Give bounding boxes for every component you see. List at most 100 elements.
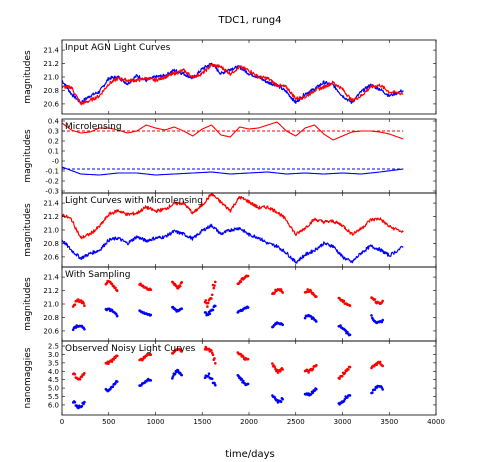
y-tick-label: -0 [52,158,59,166]
data-point-red [149,353,153,357]
data-point-blue [115,380,119,383]
data-point-red [211,353,215,357]
data-point-red [315,295,318,298]
x-tick-label: 500 [102,418,115,426]
figure-title: TDC1, rung4 [217,15,281,26]
series-line-0 [62,62,404,105]
data-point-blue [71,328,75,332]
y-tick-label: 20.6 [43,100,59,108]
data-point-blue [240,377,243,381]
data-point-blue [171,377,174,380]
data-point-red [83,304,86,308]
y-tick-label: -0.1 [45,168,59,176]
y-tick-label: 5.0 [48,385,59,393]
y-tick-label: 21.0 [43,227,59,235]
panel-title: Input AGN Light Curves [65,43,171,53]
data-point-blue [381,388,385,391]
data-point-red [381,299,385,303]
data-point-blue [246,382,250,386]
data-point-red [378,360,382,364]
data-point-red [307,371,310,374]
data-point-red [149,288,153,292]
series-line-0 [62,166,404,176]
data-point-blue [180,307,183,311]
data-point-red [271,362,274,365]
y-tick-label: 0.4 [48,118,60,126]
y-tick-label: 21.0 [43,74,59,82]
x-tick-label: 2000 [240,418,258,426]
plot-area [62,193,404,264]
y-tick-label: 21.2 [43,287,59,295]
data-point-red [204,345,208,349]
data-point-red [180,350,183,353]
data-point-blue [213,381,216,385]
data-point-red [214,280,217,284]
data-point-red [306,288,310,291]
y-tick-label: 0.1 [48,148,59,156]
data-point-red [213,284,216,287]
x-tick-label: 4000 [427,418,445,426]
y-tick-label: 20.6 [43,253,59,261]
data-point-red [311,367,315,371]
data-point-red [73,303,77,307]
data-point-blue [242,379,245,383]
panel-4: 20.6 20.8 21.0 21.2 21.4 With Sampling magnitu… [23,266,437,342]
panel-title: Microlensing [65,122,122,132]
data-point-red [114,286,117,290]
data-point-red [82,301,85,305]
series-line-2 [62,121,404,141]
data-point-blue [279,400,283,404]
data-point-blue [371,391,374,395]
data-point-red [281,291,285,294]
data-point-red [373,298,377,301]
data-point-red [348,365,352,369]
data-point-blue [373,388,377,391]
data-point-red [105,281,109,285]
data-point-blue [381,318,385,322]
data-point-blue [111,385,115,389]
y-tick-label: 20.6 [43,327,59,335]
y-tick-label: 6.0 [48,401,59,409]
data-point-red [206,301,210,305]
data-point-red [342,299,346,303]
data-point-blue [73,401,77,404]
y-tick-label: 21.4 [43,200,59,208]
y-tick-label: 21.4 [43,47,59,55]
plot-area [71,345,385,410]
data-point-red [112,358,115,361]
y-tick-label: 21.0 [43,301,59,309]
panel-2: -0.3 -0.2 -0.1 -0 0.1 0.2 0.3 0.4 Microlensing ma… [23,118,437,196]
panel-3: 20.6 20.8 21.0 21.2 21.4 Light Curves with Mi… [23,192,437,268]
data-point-blue [214,383,217,387]
data-point-red [115,289,119,293]
data-point-red [273,365,277,369]
y-tick-label: 3.5 [48,359,59,367]
data-point-red [180,281,183,284]
y-tick-label: 20.8 [43,314,59,322]
x-tick-label: 1500 [193,418,211,426]
panel-title: Observed Noisy Light Curves [65,344,196,354]
panel-title: Light Curves with Microlensing [65,196,203,206]
data-point-blue [206,374,210,378]
data-point-blue [370,314,373,317]
y-tick-label: 21.2 [43,213,59,221]
data-point-blue [173,372,177,376]
data-point-red [80,375,84,378]
data-point-blue [80,404,84,408]
y-axis-label: magnitudes [23,50,33,104]
data-point-red [214,362,217,365]
data-point-red [281,368,285,371]
y-tick-label: 21.2 [43,60,59,68]
y-tick-label: -0.3 [45,188,59,196]
x-axis-label: time/days [225,449,275,460]
data-point-red [279,288,283,291]
data-point-red [110,360,114,363]
y-axis-label: magnitudes [23,129,33,183]
y-tick-label: 2.5 [48,343,59,351]
y-tick-label: 21.4 [43,274,59,282]
data-point-blue [210,377,214,381]
data-point-blue [348,333,352,337]
y-axis-label: nanomaggies [23,347,33,408]
data-point-blue [246,306,250,309]
